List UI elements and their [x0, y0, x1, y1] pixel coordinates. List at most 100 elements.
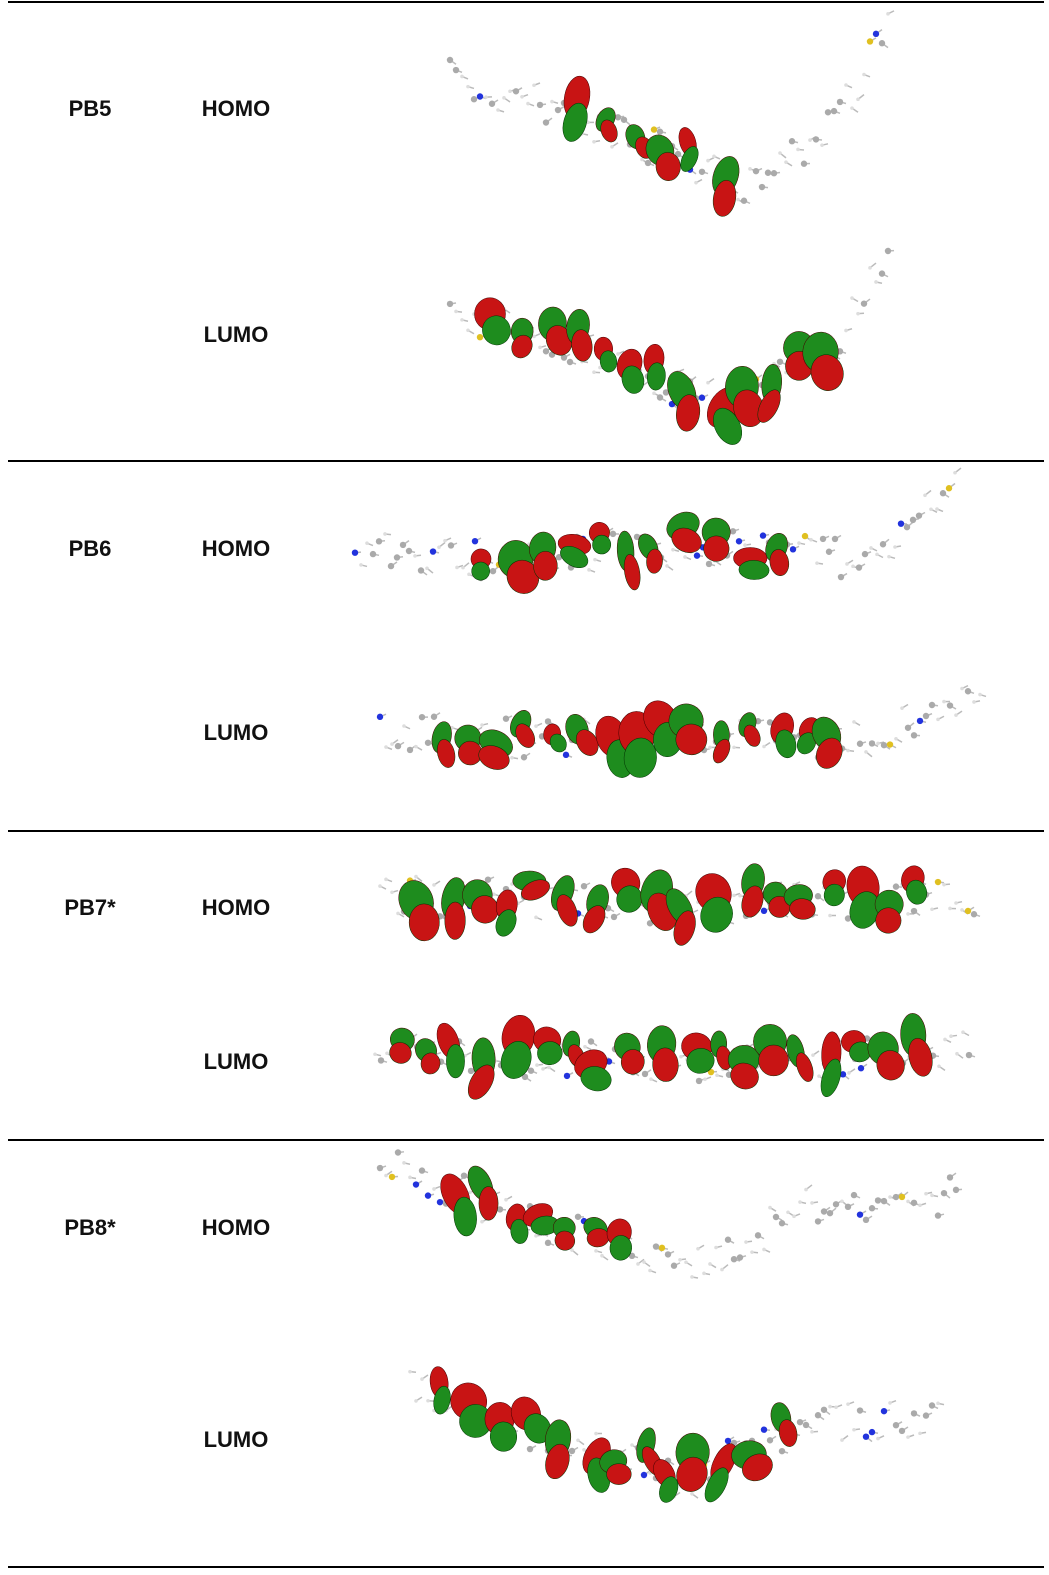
atom [832, 1201, 840, 1208]
atom [702, 1271, 706, 1276]
orbital-label: LUMO [204, 720, 269, 745]
atom [846, 748, 850, 753]
orbital-label: HOMO [202, 536, 270, 561]
molecule-image [408, 1366, 945, 1503]
atom [861, 550, 869, 558]
atom [706, 380, 710, 385]
atom [810, 1430, 814, 1434]
orbital-lobe [478, 745, 510, 770]
atom [385, 1051, 389, 1056]
atom [878, 270, 886, 277]
atom [488, 100, 496, 107]
orbital-lobe [730, 1062, 759, 1090]
atom [876, 741, 880, 746]
atom [886, 741, 894, 748]
atom [798, 1200, 802, 1204]
atom [837, 573, 845, 581]
orbital-lobe [906, 879, 928, 905]
atom [467, 1067, 475, 1075]
atom [425, 566, 429, 571]
atom [764, 169, 772, 176]
atom [656, 394, 664, 401]
atom [393, 554, 401, 561]
atom [542, 119, 550, 126]
orbital-lobe [659, 1476, 679, 1503]
orbital-lobe [523, 1413, 552, 1444]
atom [817, 1074, 821, 1078]
orbital-lobe [647, 362, 666, 391]
atom [640, 1471, 648, 1479]
orbital-lobe [600, 119, 618, 143]
atom [652, 1243, 660, 1250]
atom [758, 183, 766, 191]
atom [856, 97, 860, 102]
atom [683, 555, 687, 559]
atom [443, 538, 447, 543]
atom [489, 567, 497, 575]
atom [948, 906, 952, 911]
atom [826, 1209, 834, 1217]
orbital-label: HOMO [202, 1215, 270, 1240]
atom [762, 744, 766, 749]
orbital-lobe [582, 905, 606, 934]
atom [535, 1063, 539, 1067]
orbital-lobe [562, 102, 588, 142]
atom [636, 1262, 640, 1266]
atom [484, 876, 492, 883]
atom [840, 1438, 844, 1442]
atom [418, 1167, 426, 1174]
atom [703, 1077, 707, 1082]
atom [437, 545, 441, 550]
atom [562, 751, 570, 759]
atom [844, 1203, 852, 1211]
atom [628, 1252, 636, 1260]
atom [574, 1213, 582, 1220]
atom [384, 877, 388, 882]
atom [903, 523, 911, 531]
atom [922, 712, 930, 720]
orbital-lobe [554, 1230, 576, 1251]
orbital-lobe [482, 315, 511, 346]
atom [550, 99, 554, 104]
orbital-lobe [671, 527, 702, 553]
atom [679, 1054, 683, 1059]
atom [880, 741, 888, 749]
orbital-lobe [712, 180, 737, 217]
atom [534, 1234, 538, 1238]
atom [376, 713, 384, 721]
orbital-lobe [704, 1467, 729, 1503]
atom [724, 1437, 732, 1445]
molecule-image [446, 10, 895, 217]
molecule-image [446, 247, 895, 445]
atom [384, 1173, 388, 1178]
atom [972, 700, 976, 704]
atom [430, 713, 438, 720]
atom [862, 72, 866, 77]
orbital-lobe [606, 1463, 632, 1485]
atom [418, 713, 426, 721]
atom [929, 507, 933, 512]
atom [640, 157, 644, 162]
atom [665, 564, 669, 568]
atom [970, 911, 978, 918]
atom [892, 1421, 900, 1429]
atom [772, 1213, 780, 1221]
atom [910, 732, 918, 739]
atom [460, 74, 464, 79]
atom [570, 1248, 574, 1252]
atom [432, 883, 436, 887]
atom [856, 1211, 864, 1218]
atom [918, 1203, 922, 1208]
atom [815, 561, 819, 565]
atom [610, 913, 618, 921]
atom [648, 1268, 652, 1273]
orbital-lobe [444, 901, 466, 940]
atom [844, 83, 848, 87]
orbital-lobe [676, 394, 701, 432]
atom [888, 1401, 892, 1405]
atom [424, 1192, 432, 1199]
atom [420, 1377, 424, 1381]
orbital-lobe [436, 739, 456, 768]
